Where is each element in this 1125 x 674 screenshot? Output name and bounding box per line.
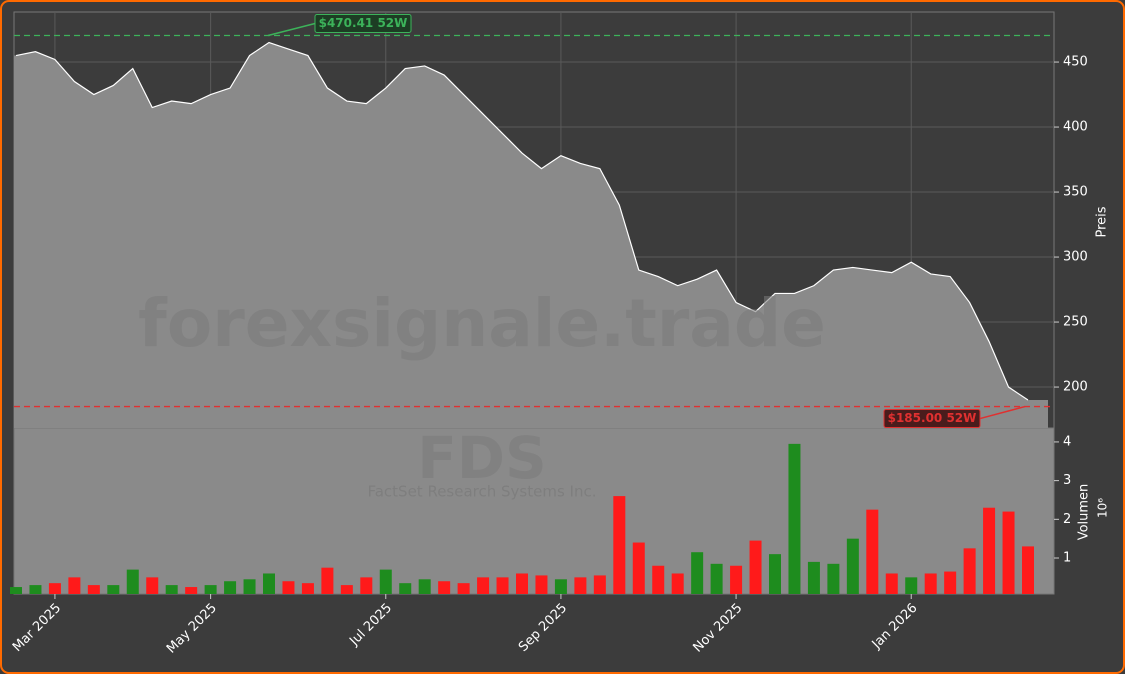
- volume-bar: [418, 579, 431, 594]
- volume-bar: [282, 581, 295, 594]
- y-tick-label: 300: [1063, 250, 1088, 265]
- y2-scale-label: 10⁶: [1096, 498, 1110, 518]
- ticker-watermark: FDS: [417, 424, 547, 492]
- volume-bar: [399, 583, 412, 594]
- price-line: [15, 41, 1029, 401]
- volume-bar: [924, 573, 937, 594]
- annotation-arrow: [979, 405, 1026, 420]
- volume-bar: [48, 583, 61, 594]
- volume-bar: [340, 585, 353, 594]
- volume-bar: [146, 577, 159, 594]
- volume-bar: [671, 573, 684, 594]
- volume-bar: [749, 540, 762, 594]
- y-tick-label: 200: [1063, 380, 1088, 395]
- volume-bar: [360, 577, 373, 594]
- volume-bar: [632, 542, 645, 594]
- volume-bar: [10, 587, 22, 594]
- annotation-box: [314, 14, 412, 34]
- volume-bar: [516, 573, 528, 594]
- volume-bar: [983, 507, 996, 594]
- volume-bar: [535, 575, 548, 594]
- annotation-box: [883, 409, 981, 429]
- y2-tick-label: 2: [1063, 512, 1071, 527]
- y-tick-label: 350: [1063, 185, 1088, 200]
- volume-bar: [944, 571, 957, 594]
- volume-bar: [963, 548, 976, 594]
- volume-bar: [107, 585, 120, 594]
- annotation-arrow: [267, 22, 316, 37]
- y-tick-label: 450: [1063, 55, 1088, 70]
- volume-bar: [807, 561, 820, 594]
- y-axis-label: Preis: [1095, 206, 1110, 237]
- volume-bar: [263, 573, 275, 594]
- volume-bar: [554, 579, 567, 594]
- volume-bar: [730, 565, 743, 594]
- annotation-label: $185.00 52W: [888, 411, 977, 425]
- volume-bar: [438, 581, 451, 594]
- volume-bar: [788, 443, 801, 594]
- volume-bar: [846, 538, 859, 594]
- watermark: forexsignale.trade: [138, 285, 826, 362]
- y-tick-label: 250: [1063, 315, 1088, 330]
- company-watermark: FactSet Research Systems Inc.: [367, 483, 596, 501]
- volume-bar: [68, 577, 81, 594]
- y2-axis-label: Volumen: [1077, 484, 1092, 541]
- volume-bar: [243, 579, 256, 594]
- volume-bar: [827, 563, 840, 594]
- volume-bar: [87, 585, 100, 594]
- volume-bar: [185, 587, 198, 594]
- volume-bar: [710, 563, 723, 594]
- y2-tick-label: 1: [1063, 551, 1071, 566]
- volume-bar: [1022, 546, 1034, 594]
- volume-bar: [301, 583, 314, 594]
- volume-bar: [457, 583, 470, 594]
- volume-bar: [224, 581, 237, 594]
- volume-bar: [29, 585, 42, 594]
- volume-bar: [204, 585, 217, 594]
- volume-bar: [593, 575, 606, 594]
- volume-bar: [652, 565, 665, 594]
- volume-bar: [496, 577, 509, 594]
- price-area: [14, 42, 1048, 429]
- volume-bar: [321, 567, 334, 594]
- y2-tick-label: 4: [1063, 434, 1071, 449]
- volume-bar: [477, 577, 490, 594]
- y-tick-label: 400: [1063, 120, 1088, 135]
- volume-bar: [613, 496, 626, 594]
- volume-bar: [885, 573, 898, 594]
- volume-bar: [165, 585, 178, 594]
- y2-tick-label: 3: [1063, 473, 1071, 488]
- volume-bar: [126, 569, 139, 594]
- volume-bar: [379, 569, 392, 594]
- volume-bar: [905, 577, 918, 594]
- volume-bar: [769, 554, 781, 594]
- volume-bar: [574, 577, 587, 594]
- volume-bar: [1002, 511, 1015, 594]
- volume-bar: [691, 552, 704, 594]
- volume-bar: [866, 509, 879, 594]
- annotation-label: $470.41 52W: [319, 16, 408, 30]
